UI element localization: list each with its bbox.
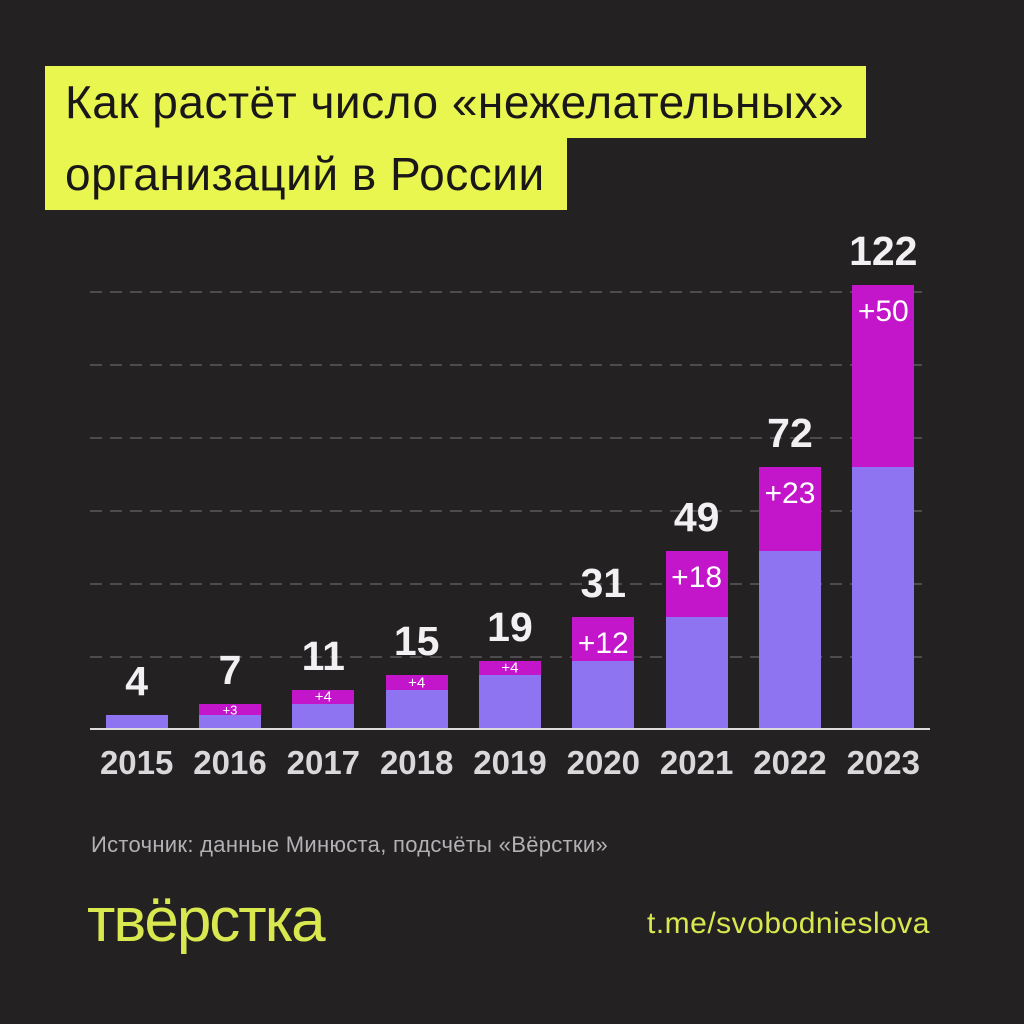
gridline-40 — [90, 583, 930, 585]
verstka-logo: твёрстка — [87, 886, 326, 955]
bar-total-label-2019: 19 — [487, 603, 533, 650]
bar-segment-base-2015 — [105, 715, 168, 730]
bars-row: 4 7 +3 11 +4 15 +4 19 +4 31 +12 49 +18 72 +23 122 +50 — [90, 230, 930, 730]
bar-2022: +23 — [758, 467, 821, 730]
bar-column-2020: 31 +12 — [557, 230, 650, 730]
increment-label-2020: +12 — [577, 626, 629, 660]
bar-segment-increase-2023: +50 — [852, 284, 915, 468]
gridline-80 — [90, 437, 930, 439]
bar-total-label-2020: 31 — [580, 559, 627, 606]
year-label-2016: 2016 — [193, 744, 267, 781]
bar-segment-increase-2020: +12 — [572, 616, 635, 661]
bar-segment-increase-2019: +4 — [478, 659, 541, 677]
year-label-2019: 2019 — [473, 744, 547, 781]
bar-chart: 4 7 +3 11 +4 15 +4 19 +4 31 +12 49 +18 72 +23 122 +50 — [90, 230, 930, 730]
bar-2016: +3 — [198, 702, 261, 730]
bar-column-2017: 11 +4 — [277, 230, 370, 730]
bar-segment-increase-2016: +3 — [198, 702, 261, 718]
year-label-2021: 2021 — [659, 744, 734, 781]
x-axis-labels: 2015 2016 2017 2018 2019 2020 2021 2022 2023 — [90, 744, 930, 782]
bar-2017: +4 — [292, 688, 355, 730]
bar-segment-base-2016 — [198, 715, 261, 730]
source-note: Источник: данные Минюста, подсчёты «Вёрс… — [91, 832, 608, 857]
bar-column-2015: 4 — [90, 230, 183, 730]
bar-segment-increase-2018: +4 — [385, 674, 448, 692]
bar-segment-base-2019 — [478, 675, 541, 730]
gridline-100 — [90, 364, 930, 366]
year-label-2020: 2020 — [566, 744, 641, 781]
bar-segment-base-2017 — [292, 704, 355, 730]
bar-total-label-2022: 72 — [767, 410, 813, 457]
increment-label-2018: +4 — [408, 674, 426, 692]
bar-2020: +12 — [572, 616, 635, 730]
bar-segment-base-2023 — [852, 467, 915, 730]
bar-segment-increase-2017: +4 — [292, 688, 355, 706]
bar-total-label-2018: 15 — [393, 618, 440, 665]
bar-column-2018: 15 +4 — [370, 230, 463, 730]
bar-2019: +4 — [478, 659, 541, 730]
gridline-120 — [90, 291, 930, 293]
bar-total-label-2015: 4 — [125, 658, 149, 705]
chart-title: Как растёт число «нежелательных» организ… — [45, 66, 867, 210]
bar-segment-base-2020 — [572, 660, 635, 730]
bar-total-label-2021: 49 — [673, 494, 720, 541]
year-label-2017: 2017 — [286, 744, 361, 781]
x-axis-line — [90, 728, 930, 730]
bar-2018: +4 — [385, 674, 448, 730]
bar-column-2019: 19 +4 — [463, 230, 556, 730]
increment-label-2016: +3 — [222, 702, 238, 718]
increment-label-2022: +23 — [764, 477, 816, 511]
bar-total-label-2016: 7 — [218, 647, 242, 694]
bar-total-label-2017: 11 — [301, 632, 345, 679]
bar-segment-increase-2021: +18 — [665, 551, 728, 617]
bar-segment-increase-2022: +23 — [758, 467, 821, 552]
gridline-60 — [90, 510, 930, 512]
year-label-2015: 2015 — [99, 744, 174, 781]
bar-column-2022: 72 +23 — [743, 230, 836, 730]
gridline-20 — [90, 656, 930, 658]
year-label-2023: 2023 — [846, 744, 920, 781]
bar-total-label-2023: 122 — [849, 227, 918, 274]
bar-2015 — [105, 715, 168, 730]
bar-column-2023: 122 +50 — [837, 230, 930, 730]
chart-title-line-1: Как растёт число «нежелательных» — [45, 66, 867, 138]
bar-column-2021: 49 +18 — [650, 230, 743, 730]
increment-label-2023: +50 — [857, 294, 909, 328]
year-label-2018: 2018 — [379, 744, 454, 781]
telegram-link[interactable]: t.me/svobodnieslova — [647, 907, 930, 940]
bar-column-2016: 7 +3 — [183, 230, 276, 730]
bar-segment-base-2018 — [385, 689, 448, 730]
chart-title-line-2: организаций в России — [45, 138, 567, 210]
increment-label-2017: +4 — [314, 688, 332, 706]
bar-2023: +50 — [852, 284, 915, 730]
bar-segment-base-2021 — [665, 616, 728, 730]
bar-2021: +18 — [665, 551, 728, 730]
year-label-2022: 2022 — [753, 744, 827, 781]
increment-label-2021: +18 — [671, 561, 723, 595]
bar-segment-base-2022 — [758, 551, 821, 730]
increment-label-2019: +4 — [501, 659, 519, 677]
